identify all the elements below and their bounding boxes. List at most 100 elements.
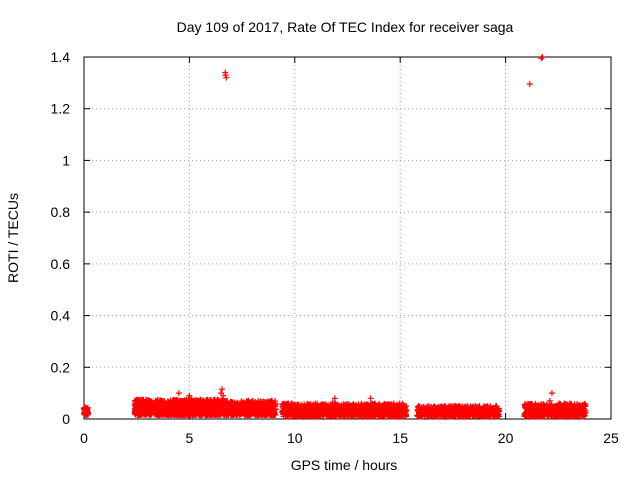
data-point bbox=[231, 411, 238, 418]
data-point bbox=[355, 408, 362, 415]
data-point bbox=[177, 400, 184, 407]
data-point bbox=[434, 409, 441, 416]
data-point bbox=[534, 403, 541, 410]
data-point bbox=[448, 411, 455, 418]
chart-title: Day 109 of 2017, Rate Of TEC Index for r… bbox=[177, 19, 514, 35]
data-point bbox=[433, 413, 440, 420]
data-point bbox=[548, 407, 555, 414]
data-point bbox=[442, 406, 449, 413]
data-point bbox=[165, 399, 172, 406]
data-point bbox=[175, 390, 182, 397]
data-point bbox=[465, 412, 472, 419]
data-point bbox=[215, 400, 222, 407]
data-point bbox=[580, 409, 587, 416]
data-point bbox=[522, 404, 529, 411]
data-point bbox=[85, 410, 92, 417]
data-point bbox=[576, 408, 583, 415]
data-point bbox=[480, 413, 487, 420]
data-point bbox=[528, 400, 535, 407]
data-point bbox=[526, 408, 533, 415]
data-point bbox=[152, 405, 159, 412]
data-point bbox=[153, 404, 160, 411]
data-point bbox=[453, 410, 460, 417]
data-point bbox=[325, 405, 332, 412]
data-point bbox=[221, 410, 228, 417]
x-axis-label: GPS time / hours bbox=[291, 457, 398, 473]
x-tick-label: 10 bbox=[287, 430, 303, 446]
data-point bbox=[224, 405, 231, 412]
data-point bbox=[445, 407, 452, 414]
data-point bbox=[485, 407, 492, 414]
data-point bbox=[334, 403, 341, 410]
data-point bbox=[175, 411, 182, 418]
data-point bbox=[542, 405, 549, 412]
data-point bbox=[418, 405, 425, 412]
data-point bbox=[224, 398, 231, 405]
data-point bbox=[285, 400, 292, 407]
data-point bbox=[307, 409, 314, 416]
data-point bbox=[346, 409, 353, 416]
data-point bbox=[481, 408, 488, 415]
data-point bbox=[229, 410, 236, 417]
data-point bbox=[460, 406, 467, 413]
data-point bbox=[355, 401, 362, 408]
data-point bbox=[148, 400, 155, 407]
data-point bbox=[538, 401, 545, 408]
data-point bbox=[300, 409, 307, 416]
data-point bbox=[526, 81, 533, 88]
x-tick-label: 0 bbox=[80, 430, 88, 446]
data-point bbox=[270, 400, 277, 407]
data-point bbox=[172, 407, 179, 414]
data-point bbox=[389, 411, 396, 418]
data-point bbox=[293, 408, 300, 415]
y-axis-label: ROTI / TECUs bbox=[5, 193, 21, 283]
data-point bbox=[384, 408, 391, 415]
data-point bbox=[272, 403, 279, 410]
data-point bbox=[375, 412, 382, 419]
data-point bbox=[464, 408, 471, 415]
data-point bbox=[171, 410, 178, 417]
data-point bbox=[329, 399, 336, 406]
data-point bbox=[206, 399, 213, 406]
data-point bbox=[258, 403, 265, 410]
data-point bbox=[302, 404, 309, 411]
data-point bbox=[236, 400, 243, 407]
data-point bbox=[399, 400, 406, 407]
data-point bbox=[581, 400, 588, 407]
data-point bbox=[562, 412, 569, 419]
data-point bbox=[225, 401, 232, 408]
data-point bbox=[238, 410, 245, 417]
data-point bbox=[379, 411, 386, 418]
data-point bbox=[312, 413, 319, 420]
data-point bbox=[135, 411, 142, 418]
data-point bbox=[196, 397, 203, 404]
data-point bbox=[348, 402, 355, 409]
data-point bbox=[153, 398, 160, 405]
grid-lines bbox=[84, 57, 611, 419]
data-point bbox=[182, 404, 189, 411]
data-point bbox=[241, 403, 248, 410]
data-point bbox=[173, 397, 180, 404]
data-point bbox=[259, 406, 266, 413]
data-point bbox=[84, 404, 91, 411]
data-point bbox=[381, 401, 388, 408]
data-point bbox=[494, 410, 501, 417]
data-point bbox=[489, 409, 496, 416]
data-point bbox=[293, 411, 300, 418]
data-point bbox=[308, 408, 315, 415]
data-point bbox=[245, 397, 252, 404]
data-point bbox=[484, 403, 491, 410]
data-point bbox=[422, 408, 429, 415]
data-point bbox=[439, 405, 446, 412]
data-point bbox=[371, 400, 378, 407]
data-point bbox=[523, 409, 530, 416]
data-point bbox=[392, 406, 399, 413]
data-point bbox=[401, 408, 408, 415]
data-point bbox=[538, 55, 545, 62]
data-point bbox=[223, 74, 230, 81]
data-points bbox=[81, 54, 589, 420]
data-point bbox=[369, 410, 376, 417]
data-point bbox=[471, 404, 478, 411]
data-point bbox=[232, 404, 239, 411]
